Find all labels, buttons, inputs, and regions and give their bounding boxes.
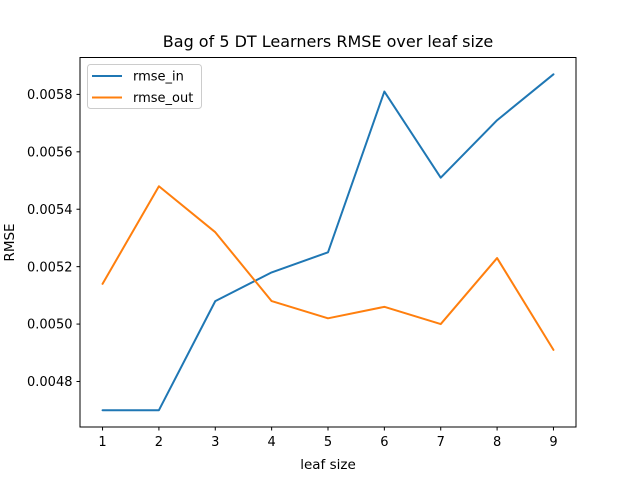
y-tick-label: 0.0054 [27,203,73,218]
legend-line-samples [92,75,122,99]
data-series [101,73,555,412]
axis-ticks: 1 2 3 4 5 6 7 8 9 0.0048 0.0050 0.0052 0.0054 0.0056 0… [27,88,558,450]
series-line-rmse_out [101,185,555,351]
x-tick-label: 6 [380,435,388,450]
y-tick-label: 0.0052 [27,260,73,275]
y-tick-label: 0.0056 [27,145,73,160]
legend-label-rmse-in: rmse_in [133,70,184,85]
x-tick-label: 4 [267,435,275,450]
x-tick-label: 7 [437,435,445,450]
x-tick-label: 2 [155,435,163,450]
x-tick-label: 9 [549,435,557,450]
x-tick-label: 1 [98,435,106,450]
plot-frame [79,57,577,428]
legend-label-rmse-out: rmse_out [133,91,193,106]
x-tick-label: 5 [324,435,332,450]
y-tick-label: 0.0050 [27,318,73,333]
y-tick-label: 0.0058 [27,88,73,103]
x-tick-label: 3 [211,435,219,450]
x-tick-label: 8 [493,435,501,450]
y-tick-label: 0.0048 [27,375,73,390]
x-axis-label: leaf size [300,457,356,473]
chart-title: Bag of 5 DT Learners RMSE over leaf size [163,32,493,51]
y-axis-label: RMSE [2,223,18,261]
series-line-rmse_in [101,73,555,412]
legend: rmse_in rmse_out [87,64,202,109]
